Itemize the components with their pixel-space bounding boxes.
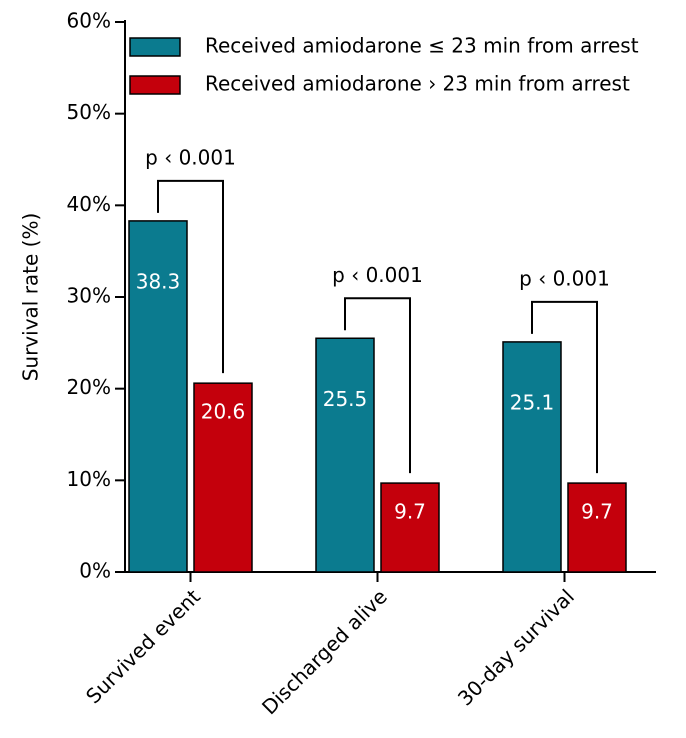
y-tick-label: 60% [67,9,111,33]
legend-swatch [129,75,181,95]
bar [315,337,375,573]
y-tick-label: 30% [67,284,111,308]
legend-label: Received amiodarone › 23 min from arrest [205,72,630,96]
x-tick-label: Survived event [81,584,205,708]
data-label: 9.7 [581,500,613,524]
bar [567,482,627,573]
bar [193,382,253,573]
bar [380,482,440,573]
data-label: 9.7 [394,500,426,524]
y-tick-label: 10% [67,467,111,491]
x-tick-label: 30-day survival [453,584,579,710]
annotation: p ‹ 0.001 [519,266,610,290]
annotation: p ‹ 0.001 [145,145,236,169]
x-tick-label: Discharged alive [257,584,392,719]
annotation: p ‹ 0.001 [332,263,423,287]
y-axis-label: Survival rate (%) [19,213,43,382]
y-tick-label: 0% [79,559,111,583]
y-tick-label: 50% [67,100,111,124]
data-label: 20.6 [201,400,246,424]
data-label: 25.5 [323,387,368,411]
y-tick-label: 40% [67,192,111,216]
bar [502,341,562,573]
data-label: 25.1 [510,390,555,414]
y-tick-label: 20% [67,375,111,399]
legend-swatch [129,37,181,57]
legend-label: Received amiodarone ≤ 23 min from arrest [205,34,639,58]
significance-bracket [157,179,224,374]
significance-bracket [344,297,411,474]
data-label: 38.3 [136,269,181,293]
significance-bracket [531,300,598,474]
bar [128,220,188,573]
